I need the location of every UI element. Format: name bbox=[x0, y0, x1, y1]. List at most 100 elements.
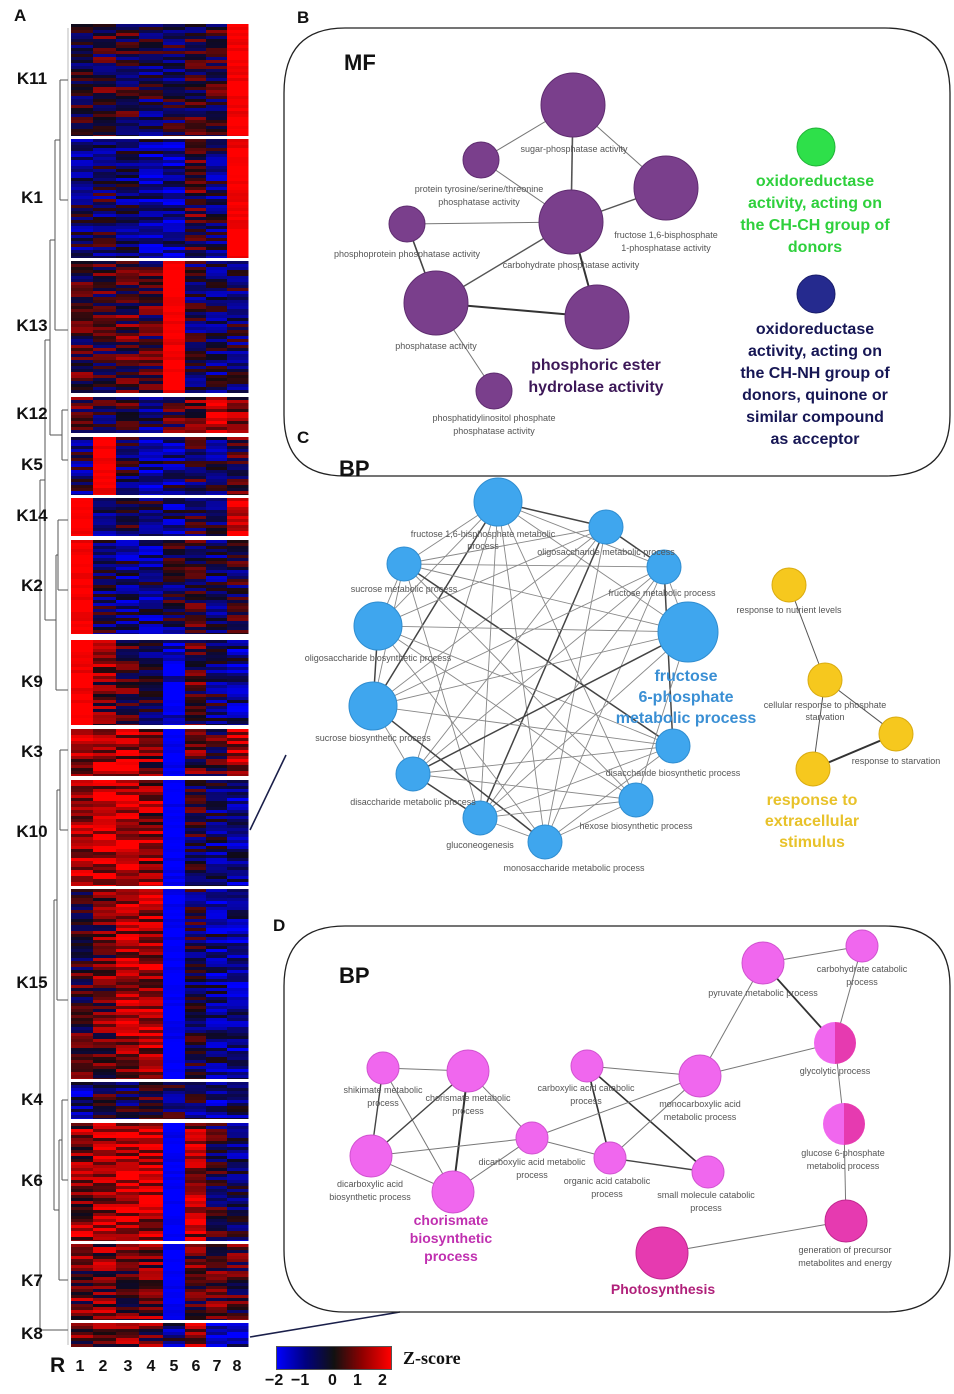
heatmap-cell bbox=[163, 348, 186, 352]
heatmap-cell bbox=[71, 1085, 94, 1089]
mf-node-label: phosphatase activity bbox=[395, 341, 477, 351]
heatmap-cell bbox=[116, 864, 140, 868]
heatmap-cell bbox=[93, 738, 117, 742]
heatmap-cell bbox=[163, 102, 186, 106]
heatmap-cell bbox=[93, 750, 117, 754]
heatmap-cell bbox=[116, 843, 140, 847]
heatmap-cell bbox=[163, 795, 186, 799]
heatmap-cell bbox=[93, 688, 117, 692]
heatmap-cell bbox=[206, 132, 228, 136]
heatmap-cell bbox=[163, 54, 186, 58]
heatmap-cell bbox=[71, 655, 94, 659]
heatmap-cell bbox=[139, 220, 164, 224]
heatmap-cell bbox=[93, 345, 117, 349]
heatmap-cell bbox=[227, 464, 249, 468]
heatmap-cell bbox=[227, 485, 249, 489]
heatmap-cell bbox=[185, 1301, 207, 1305]
heatmap-cell bbox=[206, 1141, 228, 1145]
heatmap-cell bbox=[93, 378, 117, 382]
heatmap-cell bbox=[227, 63, 249, 67]
heatmap-cell bbox=[71, 910, 94, 914]
bp1-node-label: monosaccharide metabolic process bbox=[503, 863, 645, 873]
heatmap-cell bbox=[163, 798, 186, 802]
heatmap-cell bbox=[227, 235, 249, 239]
heatmap-cell bbox=[227, 250, 249, 254]
heatmap-cell bbox=[163, 498, 186, 502]
heatmap-cell bbox=[71, 1009, 94, 1013]
heatmap-cell bbox=[206, 798, 228, 802]
heatmap-cell bbox=[139, 646, 164, 650]
heatmap-cell bbox=[185, 715, 207, 719]
heatmap-cell bbox=[139, 264, 164, 268]
heatmap-cell bbox=[71, 649, 94, 653]
heatmap-cell bbox=[71, 256, 94, 258]
heatmap-cell bbox=[206, 1341, 228, 1345]
heatmap-cell bbox=[93, 691, 117, 695]
heatmap-cell bbox=[163, 1051, 186, 1055]
heatmap-cell bbox=[163, 1103, 186, 1107]
bp2-node-label: glycolytic process bbox=[800, 1066, 871, 1076]
heatmap-cell bbox=[116, 952, 140, 956]
heatmap-cell bbox=[116, 446, 140, 450]
heatmap-cell bbox=[163, 1338, 186, 1342]
heatmap-cell bbox=[227, 579, 249, 583]
heatmap-cell bbox=[116, 1219, 140, 1223]
heatmap-cell bbox=[206, 837, 228, 841]
heatmap-cell bbox=[227, 624, 249, 628]
heatmap-cell bbox=[139, 658, 164, 662]
heatmap-cell bbox=[93, 45, 117, 49]
heatmap-cell bbox=[116, 519, 140, 523]
heatmap-cell bbox=[93, 229, 117, 233]
heatmap-cell bbox=[163, 715, 186, 719]
heatmap-cell bbox=[163, 697, 186, 701]
heatmap-cell bbox=[227, 199, 249, 203]
heatmap-cell bbox=[163, 288, 186, 292]
heatmap-cell bbox=[139, 440, 164, 444]
heatmap-cell bbox=[163, 1180, 186, 1184]
heatmap-cell bbox=[206, 1094, 228, 1098]
heatmap-cell bbox=[71, 741, 94, 745]
heatmap-cell bbox=[93, 1177, 117, 1181]
bp1-node-gluconeogenesis bbox=[462, 800, 498, 836]
heatmap-cell bbox=[139, 148, 164, 152]
heatmap-cell bbox=[206, 703, 228, 707]
heatmap-cell bbox=[185, 51, 207, 55]
heatmap-cell bbox=[163, 1186, 186, 1190]
heatmap-cell bbox=[185, 1159, 207, 1163]
bp1-edge bbox=[412, 501, 499, 775]
heatmap-cell bbox=[139, 1186, 164, 1190]
heatmap-cell bbox=[206, 470, 228, 474]
heatmap-cell bbox=[93, 139, 117, 143]
heatmap-cell bbox=[93, 627, 117, 631]
group-label-line: extracellular bbox=[765, 813, 859, 830]
heatmap-cell bbox=[227, 1051, 249, 1055]
heatmap-cell bbox=[206, 646, 228, 650]
heatmap-cell bbox=[116, 834, 140, 838]
mf-node-label: phosphatidylinositol phosphate bbox=[432, 413, 555, 423]
bp1-edge bbox=[412, 631, 689, 775]
heatmap-cell bbox=[163, 415, 186, 419]
heatmap-cell bbox=[71, 907, 94, 911]
heatmap-cell bbox=[93, 363, 117, 367]
heatmap-cell bbox=[71, 582, 94, 586]
heatmap-cell bbox=[227, 585, 249, 589]
heatmap-cell bbox=[116, 810, 140, 814]
heatmap-cell bbox=[227, 955, 249, 959]
heatmap-cell bbox=[139, 949, 164, 953]
heatmap-cell bbox=[139, 885, 164, 886]
heatmap-cell bbox=[206, 105, 228, 109]
heatmap-cell bbox=[93, 1323, 117, 1327]
heatmap-cell bbox=[139, 208, 164, 212]
heatmap-cell bbox=[93, 105, 117, 109]
heatmap-cell bbox=[93, 400, 117, 404]
heatmap-cell bbox=[116, 718, 140, 722]
heatmap-cell bbox=[139, 132, 164, 136]
heatmap-cell bbox=[139, 831, 164, 835]
heatmap-cell bbox=[206, 895, 228, 899]
heatmap-cell bbox=[93, 403, 117, 407]
heatmap-cell bbox=[163, 1216, 186, 1220]
heatmap-cell bbox=[185, 633, 207, 634]
heatmap-cell bbox=[206, 813, 228, 817]
heatmap-cell bbox=[163, 570, 186, 574]
heatmap-cell bbox=[139, 135, 164, 136]
